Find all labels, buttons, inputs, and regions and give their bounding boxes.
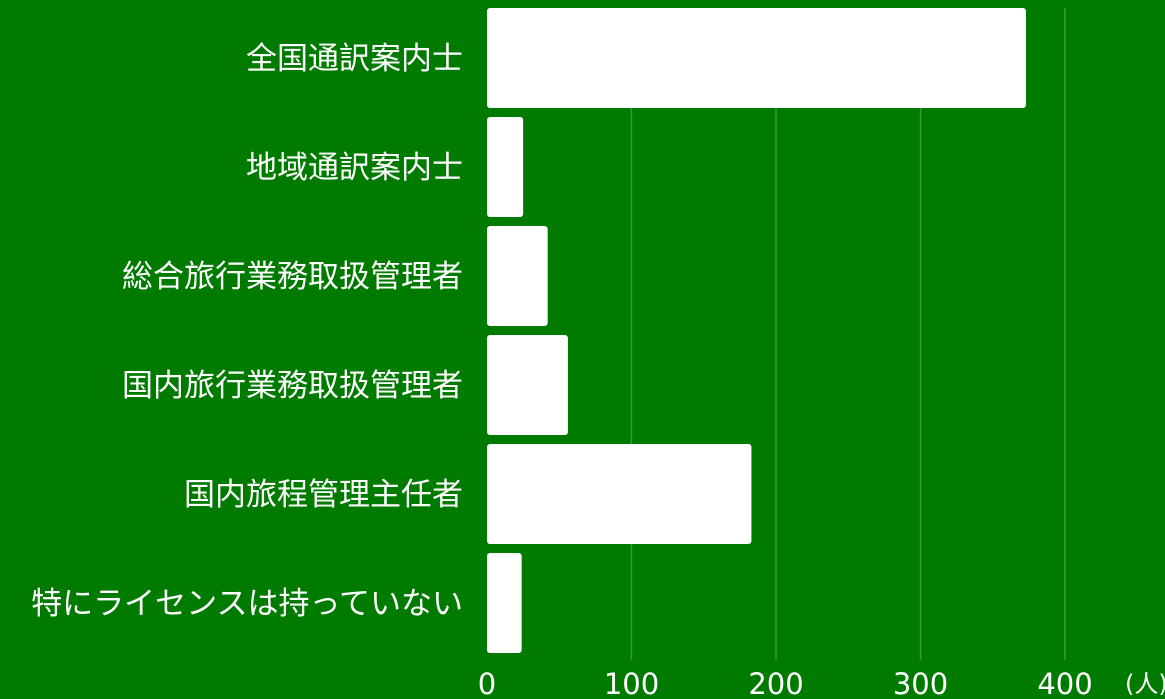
bar-3 — [487, 226, 548, 326]
tick-label-layer: 0 100 200 300 400 — [478, 667, 1093, 699]
x-unit-label: (人) — [1125, 670, 1165, 698]
bar-5 — [487, 444, 752, 544]
x-tick-label-100: 100 — [604, 667, 659, 699]
x-tick-label-300: 300 — [893, 667, 948, 699]
category-label-4: 国内旅行業務取扱管理者 — [122, 368, 463, 404]
grid-layer — [630, 8, 1066, 660]
category-label-6: 特にライセンスは持っていない — [31, 586, 463, 622]
x-tick-label-400: 400 — [1037, 667, 1092, 699]
bar-4 — [487, 335, 568, 435]
bar-layer — [487, 8, 1026, 653]
category-label-1: 全国通訳案内士 — [246, 41, 463, 77]
category-label-5: 国内旅程管理主任者 — [184, 477, 463, 513]
bar-1 — [487, 8, 1026, 108]
x-tick-label-0: 0 — [478, 667, 496, 699]
category-label-3: 総合旅行業務取扱管理者 — [122, 259, 463, 295]
category-label-2: 地域通訳案内士 — [246, 150, 463, 186]
x-tick-label-200: 200 — [748, 667, 803, 699]
bar-6 — [487, 553, 522, 653]
category-label-layer: 全国通訳案内士地域通訳案内士総合旅行業務取扱管理者国内旅行業務取扱管理者国内旅程… — [31, 41, 463, 622]
bar-2 — [487, 117, 524, 217]
